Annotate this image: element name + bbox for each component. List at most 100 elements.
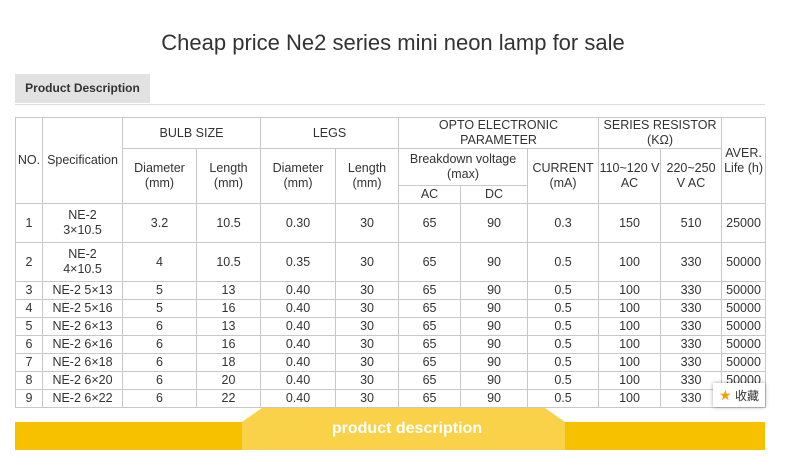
table-cell: 330 [660, 281, 723, 300]
table-cell: 16 [195, 335, 262, 354]
table-cell: 30 [335, 371, 400, 390]
table-cell: 6 [15, 335, 43, 354]
table-cell: 100 [598, 242, 662, 282]
table-cell: 30 [335, 203, 400, 243]
table-cell: 2 [15, 242, 43, 282]
table-cell: 1 [15, 203, 43, 243]
table-cell: 0.5 [527, 353, 600, 372]
table-cell: 4 [15, 299, 43, 318]
table-cell: 30 [335, 353, 400, 372]
table-cell: 100 [598, 389, 662, 408]
table-cell: 30 [335, 242, 400, 282]
table-cell: 50000 [721, 242, 767, 282]
table-cell: 6 [122, 371, 197, 390]
table-cell: 30 [335, 317, 400, 336]
table-cell: 510 [660, 203, 723, 243]
table-row: 4 NE-2 5×16 5 16 0.40 30 65 90 0.5 100 330 50000 [15, 299, 767, 318]
table-cell: 0.3 [527, 203, 600, 243]
table-row: 7 NE-2 6×18 6 18 0.40 30 65 90 0.5 100 330 50000 [15, 353, 767, 372]
header-cell: DC [460, 185, 529, 204]
table-cell: 5 [122, 281, 197, 300]
table-row: 5 NE-2 6×13 6 13 0.40 30 65 90 0.5 100 330 50000 [15, 317, 767, 336]
table-cell: 65 [398, 299, 462, 318]
header-cell: AVER. Life (h) [721, 117, 767, 204]
table-cell: 50000 [721, 281, 767, 300]
header-cell: AC [398, 185, 462, 204]
header-cell: NO. [15, 117, 43, 204]
tab[interactable]: Product Description [15, 74, 150, 103]
header-cell: OPTO ELECTRONIC PARAMETER [398, 117, 600, 149]
table-cell: 0.5 [527, 389, 600, 408]
banner-title: product description [332, 420, 482, 437]
table-cell: 0.5 [527, 299, 600, 318]
header-cell: SERIES RESISTOR (KΩ) [598, 117, 723, 149]
table-row: 6 NE-2 6×16 6 16 0.40 30 65 90 0.5 100 330 50000 [15, 335, 767, 354]
table-cell: 5 [122, 299, 197, 318]
table-row: 8 NE-2 6×20 6 20 0.40 30 65 90 0.5 100 330 50000 [15, 371, 767, 390]
table-cell: 330 [660, 353, 723, 372]
table-cell: 0.40 [260, 389, 337, 408]
table-cell: 100 [598, 281, 662, 300]
table-cell: 330 [660, 242, 723, 282]
table-cell: 65 [398, 353, 462, 372]
table-cell: 90 [460, 371, 529, 390]
star-icon: ★ [719, 387, 732, 403]
table-cell: 30 [335, 335, 400, 354]
header-cell: Diameter (mm) [122, 148, 197, 204]
table-cell: 3 [15, 281, 43, 300]
table-cell: 25000 [721, 203, 767, 243]
table-cell: 20 [195, 371, 262, 390]
page-title: Cheap price Ne2 series mini neon lamp fo… [161, 30, 625, 55]
table-cell: 0.5 [527, 281, 600, 300]
favorite-button[interactable]: ★ 收藏 [713, 383, 765, 407]
table-cell: 90 [460, 353, 529, 372]
table-cell: 90 [460, 299, 529, 318]
table-cell: 6 [122, 353, 197, 372]
table-cell: 0.40 [260, 281, 337, 300]
table-cell: 90 [460, 203, 529, 243]
table-cell: 3.2 [122, 203, 197, 243]
table-cell: 330 [660, 335, 723, 354]
header-cell: Breakdown voltage (max) [398, 148, 529, 186]
table-cell: 100 [598, 371, 662, 390]
header-cell: 110~120 V AC [598, 148, 662, 204]
table-cell: 90 [460, 335, 529, 354]
table-cell: 30 [335, 299, 400, 318]
table-cell: 0.35 [260, 242, 337, 282]
table-cell: NE-2 6×16 [42, 335, 123, 354]
table-cell: 65 [398, 335, 462, 354]
table-cell: NE-2 3×10.5 [42, 203, 123, 243]
table-cell: NE-2 4×10.5 [42, 242, 123, 282]
banner: product description [15, 408, 765, 450]
table-row: 2 NE-2 4×10.5 4 10.5 0.35 30 65 90 0.5 100 330 5000… [15, 242, 767, 282]
table-cell: NE-2 6×22 [42, 389, 123, 408]
table-cell: 330 [660, 389, 723, 408]
table-row: 1 NE-2 3×10.5 3.2 10.5 0.30 30 65 90 0.3 150 510 25… [15, 203, 767, 243]
table-cell: 18 [195, 353, 262, 372]
header-cell: Length (mm) [335, 148, 400, 204]
table-cell: 90 [460, 281, 529, 300]
table-cell: 0.5 [527, 317, 600, 336]
table-row: 3 NE-2 5×13 5 13 0.40 30 65 90 0.5 100 330 50000 [15, 281, 767, 300]
table-cell: 50000 [721, 317, 767, 336]
header-cell: Length (mm) [195, 148, 262, 204]
table-cell: 50000 [721, 335, 767, 354]
table-cell: 0.40 [260, 335, 337, 354]
table-cell: 0.5 [527, 242, 600, 282]
table-cell: 0.40 [260, 353, 337, 372]
table-cell: 100 [598, 299, 662, 318]
table-cell: NE-2 5×16 [42, 299, 123, 318]
table-cell: 0.5 [527, 335, 600, 354]
table-cell: 50000 [721, 299, 767, 318]
table-cell: 90 [460, 317, 529, 336]
table-cell: 13 [195, 317, 262, 336]
table-cell: 0.40 [260, 317, 337, 336]
header-cell: Diameter (mm) [260, 148, 337, 204]
table-cell: 4 [122, 242, 197, 282]
table-cell: 7 [15, 353, 43, 372]
header-cell: 220~250 V AC [660, 148, 723, 204]
table-cell: 90 [460, 389, 529, 408]
table-cell: 330 [660, 317, 723, 336]
table-cell: NE-2 6×18 [42, 353, 123, 372]
table-cell: 100 [598, 335, 662, 354]
